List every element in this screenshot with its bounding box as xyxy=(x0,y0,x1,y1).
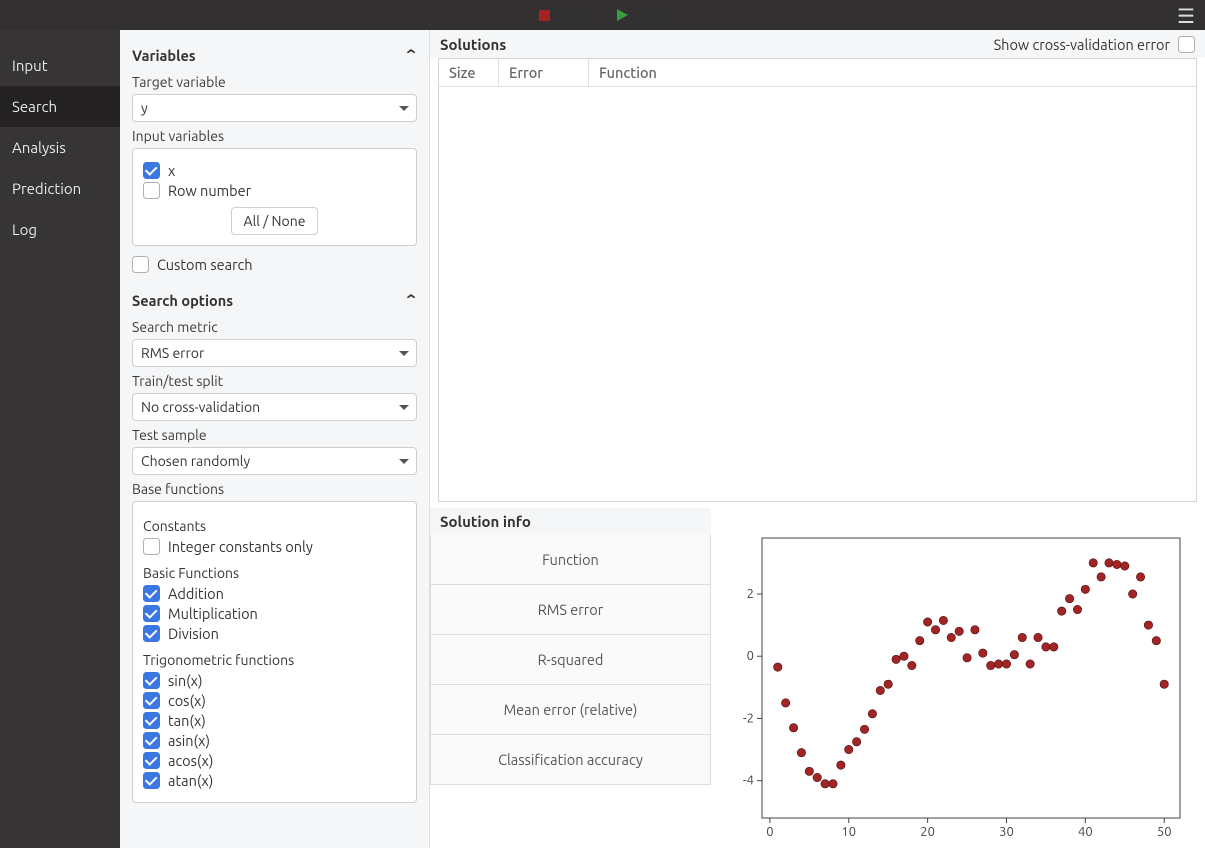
start-label: Start xyxy=(634,7,666,24)
section-variables-title: Variables xyxy=(132,47,196,64)
trig-fn-4-label: acos(x) xyxy=(168,752,213,769)
trig-fn-3-label: asin(x) xyxy=(168,732,210,749)
start-icon xyxy=(617,9,628,21)
solution-info-panel: Solution info FunctionRMS errorR-squared… xyxy=(430,508,711,848)
sidebar-item-analysis[interactable]: Analysis xyxy=(0,127,120,168)
input-var-1-checkbox[interactable] xyxy=(143,182,160,199)
trig-fn-2-label: tan(x) xyxy=(168,712,206,729)
basic-fn-1-checkbox[interactable] xyxy=(143,605,160,622)
solution-info-title: Solution info xyxy=(430,508,711,535)
stop-button[interactable]: Stop xyxy=(539,7,586,24)
svg-text:30: 30 xyxy=(999,825,1014,839)
info-item-0[interactable]: Function xyxy=(430,535,711,585)
test-sample-label: Test sample xyxy=(132,427,417,443)
main: InputSearchAnalysisPredictionLog Variabl… xyxy=(0,30,1205,848)
svg-text:-4: -4 xyxy=(743,774,754,788)
bottom-row: Solution info FunctionRMS errorR-squared… xyxy=(430,508,1205,848)
custom-search-checkbox[interactable] xyxy=(132,256,149,273)
topbar: Stop Start ☰ xyxy=(0,0,1205,30)
trig-fn-3-checkbox[interactable] xyxy=(143,732,160,749)
input-variables-label: Input variables xyxy=(132,128,417,144)
base-functions-label: Base functions xyxy=(132,481,417,497)
train-test-split-label: Train/test split xyxy=(132,373,417,389)
sidebar: InputSearchAnalysisPredictionLog xyxy=(0,30,120,848)
info-item-1[interactable]: RMS error xyxy=(430,584,711,635)
input-var-1-label: Row number xyxy=(168,182,251,199)
info-item-4[interactable]: Classification accuracy xyxy=(430,734,711,785)
custom-search-label: Custom search xyxy=(157,256,253,273)
basic-fn-0-label: Addition xyxy=(168,585,224,602)
section-variables[interactable]: Variables ⌃ xyxy=(132,46,417,64)
constant-0-label: Integer constants only xyxy=(168,538,313,555)
input-variables-box: x Row number All / None xyxy=(132,148,417,246)
stop-icon xyxy=(539,10,550,21)
base-functions-box: Constants Integer constants only Basic F… xyxy=(132,501,417,803)
trig-fn-1-checkbox[interactable] xyxy=(143,692,160,709)
trig-fn-5-label: atan(x) xyxy=(168,772,213,789)
svg-text:2: 2 xyxy=(747,587,754,601)
solutions-col-function[interactable]: Function xyxy=(589,59,989,86)
target-variable-label: Target variable xyxy=(132,74,417,90)
start-button[interactable]: Start xyxy=(617,7,666,24)
svg-text:0: 0 xyxy=(747,649,754,663)
hamburger-icon[interactable]: ☰ xyxy=(1177,4,1195,28)
solutions-title: Solutions xyxy=(440,36,506,53)
basic-fn-2-checkbox[interactable] xyxy=(143,625,160,642)
scatter-chart: 0 10 20 30 40 50 -4 -2 0 2 xyxy=(726,528,1190,843)
basic-fn-1-label: Multiplication xyxy=(168,605,258,622)
svg-text:50: 50 xyxy=(1157,825,1172,839)
all-none-button[interactable]: All / None xyxy=(231,207,319,235)
search-metric-select[interactable]: RMS error xyxy=(132,339,417,367)
info-item-2[interactable]: R-squared xyxy=(430,634,711,685)
basic-functions-title: Basic Functions xyxy=(143,565,406,581)
trig-fn-1-label: cos(x) xyxy=(168,692,206,709)
svg-text:10: 10 xyxy=(841,825,856,839)
svg-text:0: 0 xyxy=(766,825,773,839)
section-search-options[interactable]: Search options ⌃ xyxy=(132,291,417,309)
constant-0-checkbox[interactable] xyxy=(143,538,160,555)
chevron-up-icon: ⌃ xyxy=(403,46,419,64)
constants-title: Constants xyxy=(143,518,406,534)
test-sample-select[interactable]: Chosen randomly xyxy=(132,447,417,475)
train-test-split-select[interactable]: No cross-validation xyxy=(132,393,417,421)
search-metric-label: Search metric xyxy=(132,319,417,335)
show-cv-checkbox[interactable] xyxy=(1178,36,1195,53)
basic-fn-2-label: Division xyxy=(168,625,219,642)
svg-text:20: 20 xyxy=(920,825,935,839)
input-var-0-label: x xyxy=(168,162,175,179)
trig-fn-0-label: sin(x) xyxy=(168,672,203,689)
sidebar-item-search[interactable]: Search xyxy=(0,86,120,127)
solutions-col-size[interactable]: Size xyxy=(439,59,499,86)
basic-fn-0-checkbox[interactable] xyxy=(143,585,160,602)
svg-text:-2: -2 xyxy=(743,711,754,725)
trig-fn-0-checkbox[interactable] xyxy=(143,672,160,689)
sidebar-item-log[interactable]: Log xyxy=(0,209,120,250)
trig-functions-title: Trigonometric functions xyxy=(143,652,406,668)
input-var-0-checkbox[interactable] xyxy=(143,162,160,179)
trig-fn-5-checkbox[interactable] xyxy=(143,772,160,789)
chart-area: 0 10 20 30 40 50 -4 -2 0 2 xyxy=(711,508,1205,848)
trig-fn-4-checkbox[interactable] xyxy=(143,752,160,769)
trig-fn-2-checkbox[interactable] xyxy=(143,712,160,729)
svg-text:40: 40 xyxy=(1078,825,1093,839)
info-item-3[interactable]: Mean error (relative) xyxy=(430,684,711,735)
solution-info-list: FunctionRMS errorR-squaredMean error (re… xyxy=(430,535,711,848)
stop-label: Stop xyxy=(556,7,586,24)
solutions-header: Solutions Show cross-validation error xyxy=(430,30,1205,58)
section-search-title: Search options xyxy=(132,292,233,309)
config-panel: Variables ⌃ Target variable y Input vari… xyxy=(120,30,430,848)
solutions-table[interactable]: SizeErrorFunction xyxy=(438,58,1197,502)
sidebar-item-prediction[interactable]: Prediction xyxy=(0,168,120,209)
solutions-col-error[interactable]: Error xyxy=(499,59,589,86)
show-cv-label: Show cross-validation error xyxy=(994,36,1170,53)
sidebar-item-input[interactable]: Input xyxy=(0,45,120,86)
right-panel: Solutions Show cross-validation error Si… xyxy=(430,30,1205,848)
target-variable-select[interactable]: y xyxy=(132,94,417,122)
chevron-up-icon: ⌃ xyxy=(403,291,419,309)
